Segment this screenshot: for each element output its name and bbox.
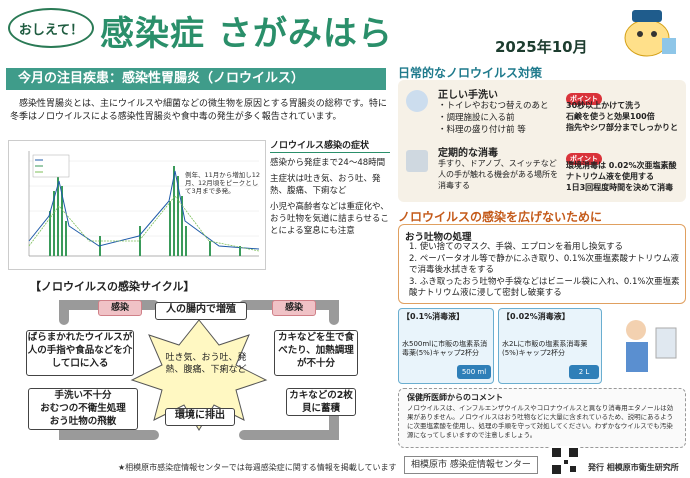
point-pill: ポイント bbox=[566, 93, 602, 105]
symptom-item: 小児や高齢者などは重症化や、おう吐物を気道に詰まらせることによる窒息にも注意 bbox=[270, 202, 389, 236]
daily-panel: 正しい手洗い ・トイレやおむつ替えのあと ・調理施設に入る前 ・料理の盛り付け前… bbox=[398, 80, 686, 202]
symptom-item: 感染から発症まで24〜48時間 bbox=[270, 158, 386, 168]
solution-area: 【0.1%消毒液】 水500mlに市販の塩素系消毒薬(5%)キャップ2杯分 50… bbox=[398, 308, 686, 386]
issue-date: 2025年10月 bbox=[495, 38, 588, 56]
header-badge: おしえて！ bbox=[8, 8, 94, 48]
intro-text: 感染性胃腸炎とは、主にウイルスや細菌などの微生物を原因とする胃腸炎の総称です。特… bbox=[10, 99, 387, 122]
solution-box-002: 【0.02%消毒液】 水2Lに市販の塩素系消毒薬(5%)キャップ2杯分 2 L bbox=[498, 308, 602, 384]
publisher: 発行 相模原市衛生研究所 bbox=[588, 463, 679, 472]
symptoms-title: ノロウイルス感染の症状 bbox=[270, 140, 390, 153]
oyster-node: カキなどの2枚貝に蓄積 bbox=[286, 388, 356, 416]
solution-text: 水500mlに市販の塩素系消毒薬(5%)キャップ2杯分 bbox=[402, 340, 488, 357]
solution-title: 【0.1%消毒液】 bbox=[402, 312, 465, 321]
solution-title: 【0.02%消毒液】 bbox=[502, 312, 570, 321]
spread-title: ノロウイルスの感染を広げないために bbox=[398, 210, 603, 224]
ppe-icon bbox=[626, 320, 677, 372]
cycle-title: 【ノロウイルスの感染サイクル】 bbox=[30, 280, 195, 293]
solution-box-01: 【0.1%消毒液】 水500mlに市販の塩素系消毒薬(5%)キャップ2杯分 50… bbox=[398, 308, 494, 384]
symptoms-box: ノロウイルス感染の症状 感染から発症まで24〜48時間 主症状は吐き気、おう吐、… bbox=[270, 140, 390, 270]
comment-box: 保健所医師からのコメント ノロウイルスは、インフルエンザウイルスやコロナウイルス… bbox=[398, 388, 686, 448]
handwash-title: 正しい手洗い bbox=[438, 90, 498, 101]
vomit-step: 1. 使い捨てのマスク、手袋、エプロンを着用し換気する bbox=[409, 242, 624, 252]
disinfect-text: 手すり、ドアノブ、スイッチなど人の手が触れる機会がある場所を消毒する bbox=[438, 159, 558, 190]
point-pill: ポイント bbox=[566, 153, 602, 165]
vomit-panel: おう吐物の処理 1. 使い捨てのマスク、手袋、エプロンを着用し換気する 2. ペ… bbox=[398, 224, 686, 304]
info-center-link[interactable]: 相模原市 感染症情報センター bbox=[404, 456, 538, 474]
bottle-label: 500 ml bbox=[457, 365, 491, 379]
gut-node: 人の腸内で増殖 bbox=[155, 302, 247, 320]
handwash-item: ・調理施設に入る前 bbox=[438, 113, 515, 123]
footer-note: ★相模原市感染症情報センターでは毎週感染症に関する情報を掲載しています bbox=[118, 463, 397, 472]
chart-caption: 例年、11月から増加し12月、12月頃をピークとして3月まで多発。 bbox=[185, 171, 261, 195]
handwash-item: ・料理の盛り付け前 等 bbox=[438, 125, 526, 135]
vomit-step: 2. ペーパータオル等で静かにふき取り、0.1%次亜塩素酸ナトリウム液で消毒後水… bbox=[409, 254, 679, 275]
comment-text: ノロウイルスは、インフルエンザウイルスやコロナウイルスと異なり消毒用エタノールは… bbox=[407, 404, 674, 439]
disinfect-title: 定期的な消毒 bbox=[438, 148, 498, 159]
trend-chart: 例年、11月から増加し12月、12月頃をピークとして3月まで多発。 bbox=[8, 140, 266, 270]
vomit-step: 3. ふき取ったおう吐物や手袋などはビニール袋に入れ、0.1%次亜塩素酸ナトリウ… bbox=[409, 277, 680, 298]
infect-tag-right: 感染 bbox=[272, 300, 316, 316]
handwash-icon bbox=[406, 90, 428, 112]
handwash-item: ・トイレやおむつ替えのあと bbox=[438, 101, 549, 111]
excrete-node: 環境に排出 bbox=[165, 408, 235, 426]
bottle-label: 2 L bbox=[569, 365, 599, 379]
qr-code-icon[interactable] bbox=[550, 446, 580, 476]
page-title: 感染症 さがみはら bbox=[100, 14, 393, 54]
handwash-point: 30秒以上かけて洗う 石鹸を使うと効果100倍 指先やシワ部分までしっかりと bbox=[566, 101, 678, 132]
vomit-title: おう吐物の処理 bbox=[405, 232, 472, 243]
comment-title: 保健所医師からのコメント bbox=[407, 393, 503, 402]
center-symptoms: 吐き気、おう吐、発熱、腹痛、下痢など bbox=[165, 353, 247, 375]
bottom-left-node: 手洗い不十分 おむつの不衛生処理 おう吐物の飛散 bbox=[28, 388, 138, 430]
section-title-bar: 今月の注目疾患：感染性胃腸炎（ノロウイルス） bbox=[6, 68, 386, 90]
spray-icon bbox=[406, 150, 428, 172]
symptom-item: 主症状は吐き気、おう吐、発熱、腹痛、下痢など bbox=[270, 174, 381, 196]
mascot-icon bbox=[624, 10, 676, 57]
disinfect-point: 環境消毒は 0.02%次亜塩素酸ナトリウム液を使用する 1日3回程度時間を決めて… bbox=[566, 161, 677, 192]
solution-text: 水2Lに市販の塩素系消毒薬(5%)キャップ2杯分 bbox=[502, 340, 588, 357]
right-node: カキなどを生で食べたり、加熱調理が不十分 bbox=[274, 330, 358, 376]
daily-title: 日常的なノロウイルス対策 bbox=[398, 66, 543, 80]
left-node: ばらまかれたウイルスが人の手指や食品などを介して口に入る bbox=[26, 330, 134, 376]
infect-tag-left: 感染 bbox=[98, 300, 142, 316]
